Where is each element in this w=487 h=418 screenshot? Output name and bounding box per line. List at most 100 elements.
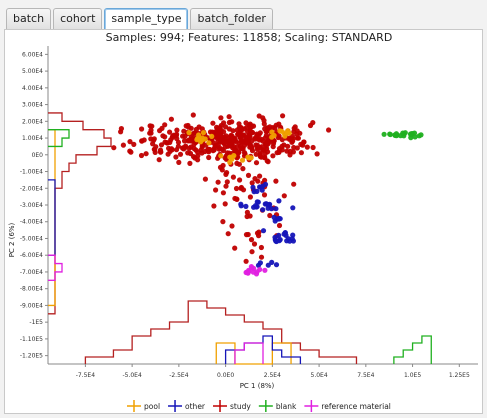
y-histogram-reference-material (48, 254, 63, 281)
data-point-other (254, 204, 260, 210)
data-point-study (211, 147, 217, 153)
y-tick-label: -1.20E5 (20, 353, 43, 360)
data-point-study (273, 178, 279, 184)
data-point-other (255, 262, 262, 268)
tab-bar: batch cohort sample_type batch_folder (6, 8, 275, 30)
data-point-study (298, 150, 304, 156)
data-point-study (232, 245, 238, 251)
data-point-study (223, 124, 229, 130)
data-point-study (227, 134, 233, 140)
data-point-study (174, 131, 180, 137)
legend-label: study (230, 402, 251, 411)
pca-scatter-chart[interactable]: Samples: 994; Features: 11858; Scaling: … (5, 30, 482, 413)
tab-sample-type[interactable]: sample_type (104, 8, 189, 30)
data-point-study (235, 131, 241, 137)
legend-label: blank (276, 402, 297, 411)
y-histogram-other (48, 179, 56, 256)
data-point-study (270, 138, 277, 144)
x-histogram-study (84, 300, 358, 364)
data-point-study (162, 122, 168, 128)
data-point-other (250, 184, 256, 190)
data-point-study (244, 209, 250, 215)
data-point-study (138, 152, 145, 159)
y-tick-label: -1.10E5 (20, 336, 43, 343)
data-point-study (175, 139, 182, 145)
data-point-pool (271, 132, 277, 139)
data-point-study (233, 185, 240, 192)
data-point-study (190, 112, 196, 118)
data-point-study (238, 185, 244, 191)
data-point-study (223, 183, 229, 189)
data-point-study (217, 164, 224, 170)
data-point-study (281, 193, 287, 199)
data-point-study (249, 249, 255, 255)
data-point-study (139, 138, 145, 144)
data-point-other (251, 189, 257, 195)
data-point-study (276, 148, 282, 154)
data-point-study (170, 133, 176, 139)
data-point-pool (209, 133, 215, 139)
y-tick-label: -3.00E4 (20, 202, 43, 209)
data-point-study (247, 194, 253, 200)
y-tick-label: -6.00E4 (20, 252, 43, 259)
data-point-other (273, 238, 279, 245)
data-point-study (180, 133, 186, 139)
data-point-study (229, 223, 235, 229)
data-point-study (187, 150, 194, 157)
data-point-blank (381, 131, 387, 137)
data-point-study (234, 196, 240, 202)
data-point-other (262, 181, 269, 187)
data-point-study (310, 144, 316, 151)
x-tick-label: -2.5E4 (169, 372, 188, 379)
data-point-study (304, 144, 310, 150)
data-point-study (111, 145, 117, 151)
legend-label: other (185, 402, 206, 411)
data-point-study (156, 157, 162, 163)
data-point-other (260, 228, 267, 234)
data-point-study (127, 148, 133, 154)
data-point-study (206, 154, 212, 161)
data-point-study (188, 144, 194, 150)
y-tick-label: 4.00E4 (22, 85, 43, 92)
data-point-study (211, 203, 217, 209)
x-tick-label: 2.5E4 (264, 372, 281, 379)
tab-cohort[interactable]: cohort (53, 8, 103, 30)
data-point-pool (229, 156, 235, 162)
data-point-study (226, 114, 232, 120)
data-point-study (256, 229, 262, 235)
y-tick-label: -4.00E4 (20, 219, 43, 226)
data-point-study (148, 127, 154, 133)
data-point-study (218, 133, 224, 139)
data-point-study (251, 241, 258, 247)
data-point-study (212, 143, 218, 149)
y-tick-label: -1.00E4 (20, 169, 43, 176)
data-point-reference-material (262, 267, 268, 273)
data-point-blank (412, 134, 418, 140)
data-point-study (301, 139, 307, 145)
data-point-other (282, 230, 288, 236)
y-histogram-pool (48, 129, 56, 307)
data-point-study (241, 132, 247, 138)
tab-batch[interactable]: batch (6, 8, 52, 30)
data-point-study (249, 129, 255, 136)
data-point-study (254, 131, 260, 137)
data-point-other (255, 199, 261, 205)
data-point-study (221, 129, 227, 135)
y-tick-label: 2.00E4 (22, 118, 43, 125)
data-point-study (291, 144, 297, 151)
data-point-study (120, 142, 126, 148)
data-point-study (176, 159, 182, 165)
x-tick-label: 5.0E4 (311, 372, 328, 379)
data-point-study (216, 146, 222, 152)
data-point-study (193, 126, 199, 132)
y-tick-label: 5.00E4 (22, 68, 43, 75)
y-tick-label: -2.00E4 (20, 185, 43, 192)
data-point-study (199, 150, 205, 156)
data-point-study (258, 244, 264, 251)
tab-batch-folder[interactable]: batch_folder (190, 8, 273, 30)
data-point-pool (206, 140, 212, 146)
data-point-study (267, 212, 273, 219)
data-point-study (157, 128, 163, 134)
x-tick-label: 7.5E4 (357, 372, 374, 379)
